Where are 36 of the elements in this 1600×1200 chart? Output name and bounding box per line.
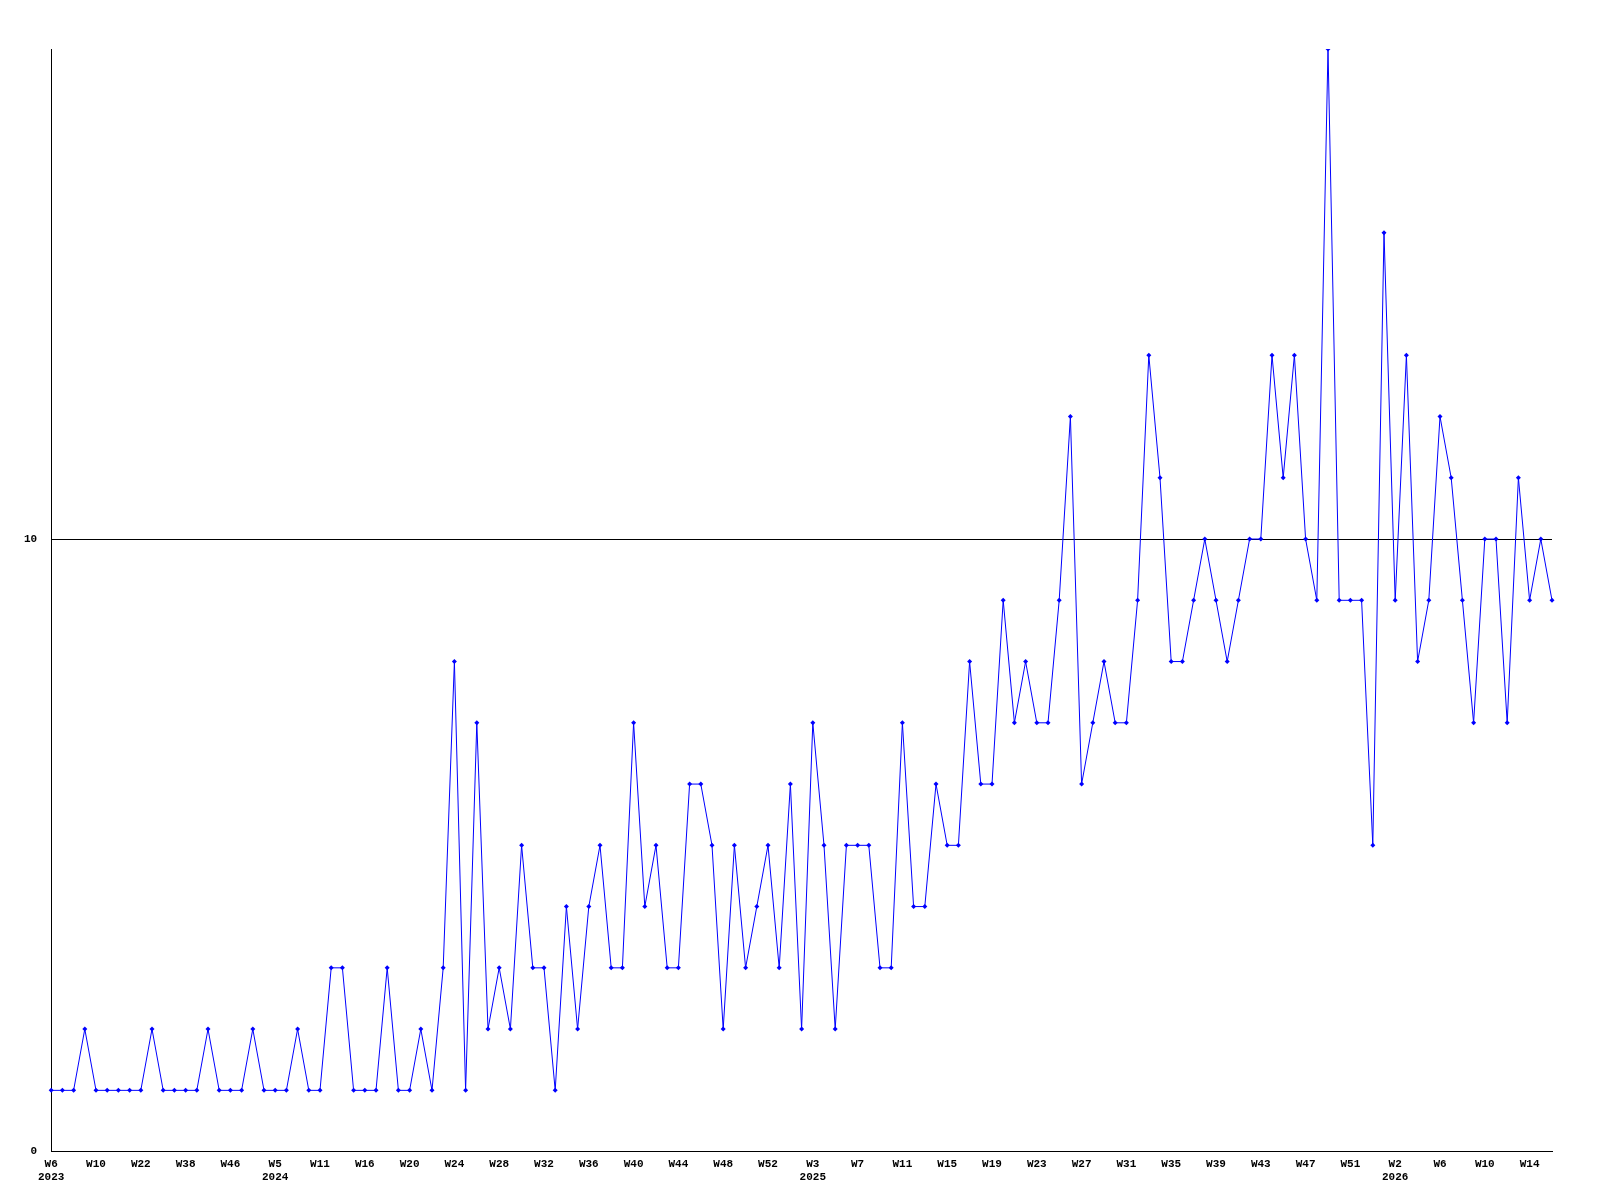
x-tick-label: W31	[1116, 1157, 1137, 1170]
x-tick-label: W5 2024	[262, 1157, 289, 1184]
x-tick-label: W16	[354, 1157, 375, 1170]
x-tick-label: W6 2023	[38, 1157, 65, 1184]
x-tick-label: W43	[1250, 1157, 1272, 1170]
x-tick-label: W11	[892, 1157, 913, 1170]
x-tick-label: W35	[1161, 1157, 1182, 1170]
x-tick-label: W22	[130, 1157, 151, 1170]
x-tick-label: W24	[444, 1157, 465, 1170]
x-tick-label: W38	[175, 1157, 196, 1170]
x-tick-label: W52	[758, 1157, 778, 1170]
x-tick-label: W32	[534, 1157, 554, 1170]
x-tick-label: W2 2026	[1382, 1157, 1409, 1184]
x-tick-label: W28	[489, 1157, 510, 1170]
x-tick-label: W40	[623, 1157, 644, 1170]
x-tick-label: W10	[1474, 1157, 1495, 1170]
x-tick-label: W39	[1206, 1157, 1226, 1170]
x-tick-label: W15	[937, 1157, 958, 1170]
x-tick-label: W23	[1026, 1157, 1048, 1170]
x-tick-label: W3 2025	[799, 1157, 827, 1184]
x-tick-label: W44	[668, 1157, 689, 1170]
x-tick-label: W27	[1071, 1157, 1092, 1170]
x-tick-label: W51	[1340, 1157, 1361, 1170]
x-tick-label: W10	[86, 1157, 106, 1170]
x-tick-label: W46	[220, 1157, 241, 1170]
x-tick-label: W47	[1295, 1157, 1316, 1170]
x-tick-label: W19	[982, 1157, 1002, 1170]
x-tick-label: W11	[310, 1157, 331, 1170]
x-tick-label: W48	[713, 1157, 734, 1170]
y-tick-label: 0	[30, 1145, 38, 1158]
y-tick-label: 10	[24, 532, 38, 545]
x-tick-label: W36	[578, 1157, 599, 1170]
x-tick-label: W7	[851, 1157, 865, 1170]
x-tick-label: W14	[1519, 1157, 1540, 1170]
x-tick-label: W6	[1433, 1157, 1447, 1170]
x-tick-label: W20	[399, 1157, 420, 1170]
